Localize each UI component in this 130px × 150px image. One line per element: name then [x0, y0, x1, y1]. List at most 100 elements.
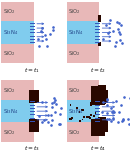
Text: $\mathit{t}=\mathit{t}_{4}$: $\mathit{t}=\mathit{t}_{4}$ — [90, 145, 106, 150]
Bar — [99, 121, 103, 130]
Point — [127, 118, 129, 120]
Point — [50, 124, 52, 126]
Point — [37, 38, 39, 40]
Point — [46, 45, 48, 47]
Point — [120, 104, 122, 106]
Point — [129, 97, 130, 100]
Point — [40, 121, 43, 123]
Text: $\mathregular{Si_3N_4}$: $\mathregular{Si_3N_4}$ — [3, 28, 18, 37]
Point — [106, 103, 108, 106]
Point — [121, 120, 123, 122]
Point — [60, 107, 62, 110]
Bar — [88, 116, 90, 118]
Point — [47, 114, 49, 116]
Bar — [86, 116, 88, 118]
Text: $\mathregular{Si_3N_4}$: $\mathregular{Si_3N_4}$ — [3, 107, 18, 116]
Bar — [98, 85, 106, 104]
Bar — [32, 90, 39, 102]
Bar — [70, 104, 71, 106]
Text: $\mathregular{SiO_2}$: $\mathregular{SiO_2}$ — [68, 128, 81, 137]
Point — [112, 29, 114, 32]
Bar — [32, 119, 39, 127]
Text: $\mathregular{SiO_2}$: $\mathregular{SiO_2}$ — [68, 86, 81, 95]
Bar — [82, 119, 83, 120]
Bar — [82, 109, 84, 111]
Bar — [91, 86, 105, 105]
Point — [51, 118, 53, 121]
Bar — [91, 118, 105, 136]
Point — [114, 44, 116, 47]
Bar — [67, 2, 99, 21]
Bar — [70, 118, 72, 120]
Bar — [94, 102, 96, 104]
Point — [54, 111, 56, 113]
Point — [49, 32, 51, 35]
Point — [105, 24, 107, 26]
Point — [121, 42, 123, 45]
Point — [41, 101, 43, 103]
Point — [102, 101, 104, 103]
Bar — [99, 93, 103, 102]
Point — [112, 117, 114, 119]
Bar — [1, 44, 34, 63]
Point — [117, 27, 119, 30]
Point — [123, 96, 125, 98]
Point — [128, 123, 130, 125]
Bar — [67, 80, 99, 100]
Point — [53, 101, 55, 104]
Text: $\mathit{t}=\mathit{t}_{2}$: $\mathit{t}=\mathit{t}_{2}$ — [90, 66, 106, 75]
Point — [118, 111, 120, 113]
Point — [54, 99, 57, 101]
Point — [108, 118, 110, 120]
Bar — [34, 2, 63, 63]
Text: $\mathregular{SiO_2}$: $\mathregular{SiO_2}$ — [68, 7, 81, 16]
Point — [53, 97, 55, 99]
Bar — [76, 107, 78, 109]
Bar — [90, 102, 92, 104]
Bar — [69, 118, 71, 120]
Point — [122, 118, 124, 121]
Point — [120, 24, 122, 26]
Point — [40, 30, 42, 32]
Bar — [29, 90, 39, 103]
Bar — [1, 122, 34, 142]
Text: $\mathregular{SiO_2}$: $\mathregular{SiO_2}$ — [3, 128, 15, 137]
Bar — [1, 21, 34, 44]
Point — [38, 45, 40, 47]
Bar — [67, 44, 99, 63]
Bar — [99, 2, 129, 63]
Point — [106, 99, 108, 102]
Point — [38, 115, 40, 117]
Point — [115, 40, 117, 43]
Point — [122, 119, 124, 121]
Point — [50, 106, 53, 108]
Bar — [98, 42, 101, 46]
Point — [47, 120, 49, 123]
Point — [107, 31, 109, 34]
Point — [55, 102, 57, 105]
Point — [110, 106, 112, 109]
Point — [106, 112, 108, 114]
Text: $\mathit{t}=\mathit{t}_{1}$: $\mathit{t}=\mathit{t}_{1}$ — [24, 66, 40, 75]
Bar — [29, 119, 39, 132]
Point — [102, 38, 104, 40]
Point — [52, 29, 54, 31]
Point — [113, 111, 115, 113]
Point — [110, 120, 112, 122]
Point — [112, 111, 114, 113]
Bar — [95, 112, 96, 114]
Bar — [98, 15, 101, 22]
Bar — [83, 116, 85, 118]
Text: $\mathregular{SiO_2}$: $\mathregular{SiO_2}$ — [3, 86, 15, 95]
Text: $\mathregular{SiO_2}$: $\mathregular{SiO_2}$ — [68, 49, 81, 58]
Point — [119, 39, 121, 41]
Text: $\mathregular{SiO_2}$: $\mathregular{SiO_2}$ — [3, 49, 15, 58]
Bar — [34, 80, 63, 142]
Point — [115, 100, 118, 102]
Bar — [1, 2, 34, 21]
Point — [119, 32, 122, 35]
Bar — [79, 111, 80, 112]
Point — [45, 38, 47, 40]
Point — [59, 123, 61, 125]
Point — [101, 111, 103, 113]
